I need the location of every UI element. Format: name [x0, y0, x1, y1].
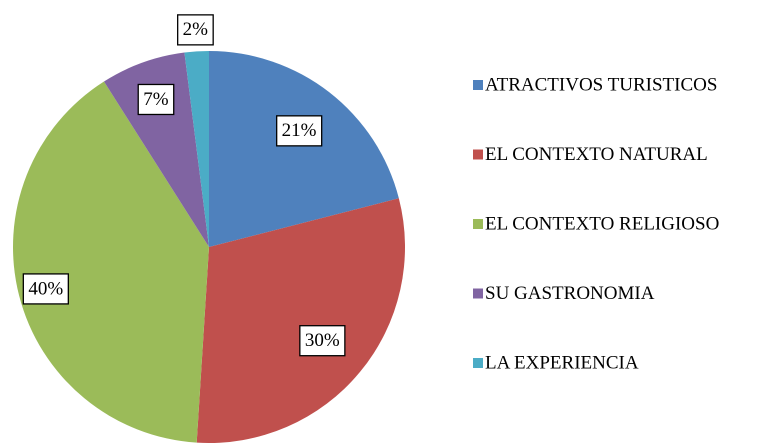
pie-slice	[196, 198, 405, 443]
data-label-box	[137, 83, 175, 116]
legend-swatch	[473, 288, 483, 299]
legend-label: EL CONTEXTO NATURAL	[485, 144, 708, 165]
data-label-box	[299, 325, 346, 357]
legend-label: SU GASTRONOMIA	[485, 283, 655, 304]
legend-swatch	[473, 358, 483, 368]
data-label-box	[22, 273, 69, 305]
pie-slice	[209, 51, 399, 247]
legend-swatch	[473, 149, 483, 160]
legend-label: EL CONTEXTO RELIGIOSO	[485, 213, 719, 234]
data-label-box	[177, 14, 214, 46]
legend-swatch	[473, 219, 483, 229]
legend-label: ATRACTIVOS TURISTICOS	[485, 74, 717, 95]
data-label: 30%	[305, 330, 340, 351]
pie-slice	[184, 51, 209, 247]
pie-slice	[12, 81, 210, 443]
legend-label: LA EXPERIENCIA	[485, 352, 639, 373]
data-label: 2%	[183, 19, 209, 40]
legend-swatch	[473, 80, 483, 90]
data-label-box	[276, 115, 323, 147]
data-label: 7%	[143, 89, 169, 110]
pie-slice	[103, 52, 209, 247]
data-label: 21%	[282, 120, 317, 141]
data-label: 40%	[28, 278, 63, 299]
